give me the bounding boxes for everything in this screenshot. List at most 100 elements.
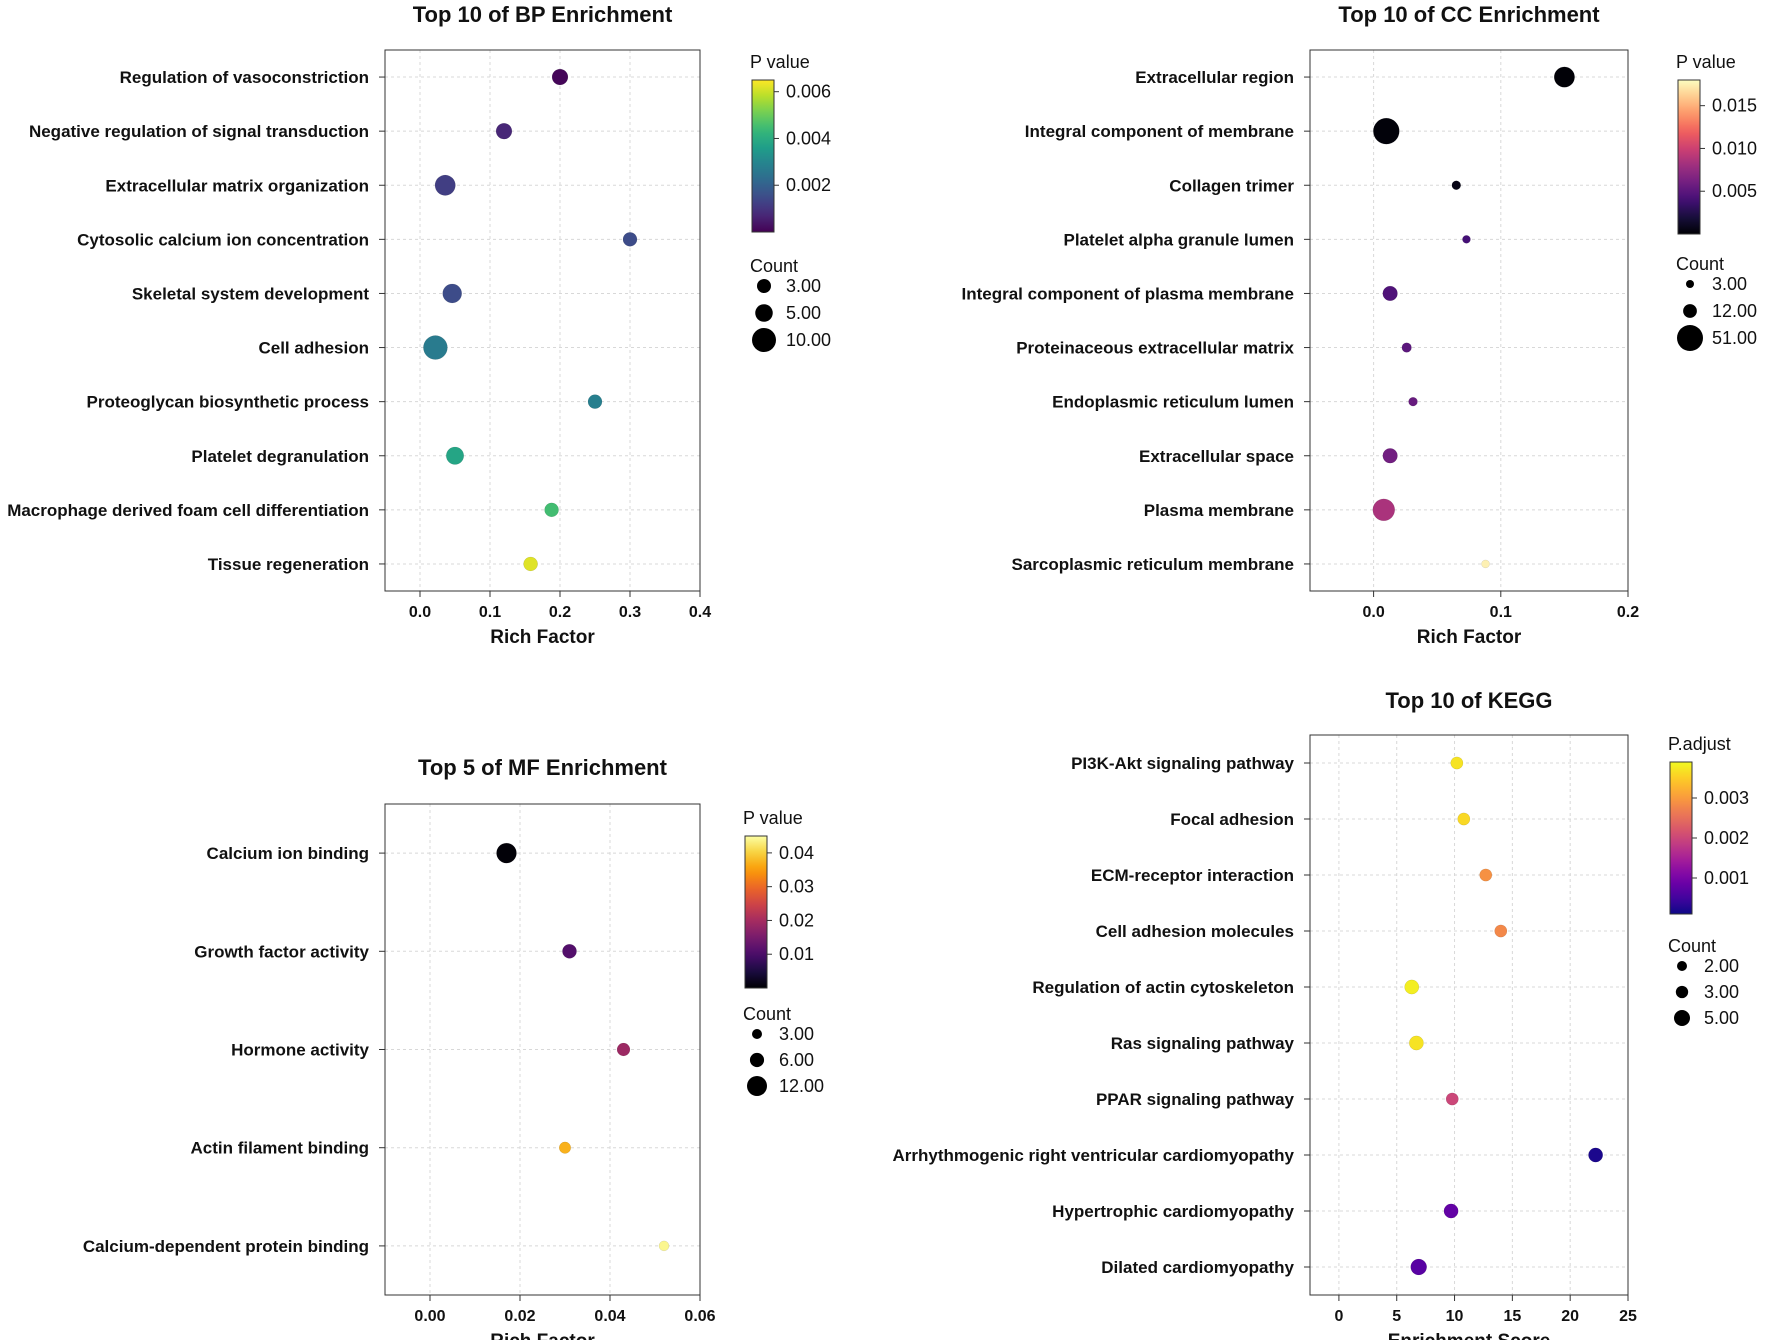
- cc-category-label: Sarcoplasmic reticulum membrane: [1011, 555, 1294, 574]
- mf-xtick-label: 0.02: [504, 1308, 535, 1325]
- kegg-size-legend-label: 2.00: [1704, 956, 1739, 976]
- kegg-category-label: PPAR signaling pathway: [1096, 1090, 1295, 1109]
- mf-category-label: Calcium ion binding: [207, 844, 369, 863]
- mf-colorbar-tick-label: 0.01: [779, 944, 814, 964]
- bp-size-legend-label: 10.00: [786, 330, 831, 350]
- mf-size-legend-dot-1: [749, 1052, 765, 1068]
- kegg-point-regulation-of-actin-cytoskeleton: [1404, 979, 1420, 995]
- bp-colorbar-tick-label: 0.006: [786, 82, 831, 102]
- kegg-category-label: Arrhythmogenic right ventricular cardiom…: [893, 1146, 1295, 1165]
- bp-plot-frame: [384, 49, 701, 592]
- kegg-category-label: Cell adhesion molecules: [1096, 922, 1294, 941]
- bp-category-label: Regulation of vasoconstriction: [120, 68, 369, 87]
- bp-size-legend-dot-0: [757, 279, 771, 293]
- kegg-plot-frame: [1309, 734, 1629, 1296]
- bp-category-label: Tissue regeneration: [208, 555, 369, 574]
- bp-point-skeletal-system-development: [442, 283, 462, 304]
- bp-category-label: Proteoglycan biosynthetic process: [87, 393, 369, 412]
- mf-x-axis-label: Rich Factor: [490, 1331, 595, 1340]
- cc-colorbar-tick-label: 0.015: [1712, 96, 1757, 116]
- bp-size-legend-dot-1: [755, 304, 773, 322]
- kegg-size-legend-dot-1: [1675, 985, 1689, 999]
- kegg-xtick-label: 0: [1334, 1308, 1343, 1325]
- kegg-point-focal-adhesion: [1457, 812, 1471, 826]
- kegg-colorbar-tick-label: 0.001: [1704, 868, 1749, 888]
- bp-xtick-label: 0.2: [549, 604, 571, 621]
- cc-point-extracellular-space: [1382, 448, 1398, 464]
- bp-color-legend-title: P value: [750, 52, 810, 72]
- cc-chart-title: Top 10 of CC Enrichment: [1338, 2, 1600, 27]
- bp-colorbar-tick-label: 0.002: [786, 175, 831, 195]
- mf-category-label: Growth factor activity: [194, 942, 369, 961]
- cc-size-legend-dot-2: [1677, 325, 1703, 351]
- kegg-size-legend-title: Count: [1668, 936, 1716, 956]
- mf-xtick-label: 0.06: [684, 1308, 715, 1325]
- kegg-size-legend-label: 5.00: [1704, 1008, 1739, 1028]
- kegg-color-legend-title: P.adjust: [1668, 734, 1731, 754]
- bp-category-label: Macrophage derived foam cell differentia…: [7, 501, 369, 520]
- bp-point-tissue-regeneration: [523, 556, 538, 572]
- cc-xtick-label: 0.2: [1617, 604, 1639, 621]
- bp-point-regulation-of-vasoconstriction: [551, 68, 569, 86]
- kegg-size-legend-label: 3.00: [1704, 982, 1739, 1002]
- kegg-category-label: Ras signaling pathway: [1111, 1034, 1295, 1053]
- cc-point-integral-component-of-plasma-membrane: [1382, 285, 1398, 302]
- kegg-xtick-label: 25: [1619, 1308, 1637, 1325]
- bp-point-macrophage-derived-foam-cell-differentiation: [544, 502, 559, 518]
- mf-xtick-label: 0.04: [594, 1308, 625, 1325]
- kegg-category-label: PI3K-Akt signaling pathway: [1071, 754, 1294, 773]
- cc-size-legend-dot-0: [1686, 280, 1694, 288]
- cc-point-platelet-alpha-granule-lumen: [1462, 235, 1471, 244]
- bp-point-proteoglycan-biosynthetic-process: [587, 394, 603, 409]
- cc-colorbar-tick-label: 0.010: [1712, 138, 1757, 158]
- bp-size-legend-label: 5.00: [786, 303, 821, 323]
- bp-panel: Top 10 of BP Enrichment Regulation of vas…: [7, 2, 831, 648]
- bp-category-label: Skeletal system development: [132, 284, 370, 303]
- kegg-category-label: Hypertrophic cardiomyopathy: [1052, 1202, 1294, 1221]
- cc-category-label: Integral component of membrane: [1025, 122, 1294, 141]
- cc-category-label: Integral component of plasma membrane: [961, 284, 1294, 303]
- kegg-size-legend-dot-0: [1677, 961, 1687, 971]
- mf-point-calcium-ion-binding: [496, 842, 517, 864]
- bp-xtick-label: 0.4: [689, 604, 711, 621]
- bp-size-legend-dot-2: [752, 328, 776, 352]
- cc-colorbar: [1677, 79, 1701, 235]
- kegg-xtick-label: 20: [1561, 1308, 1579, 1325]
- kegg-colorbar-tick-label: 0.003: [1704, 788, 1749, 808]
- cc-category-label: Extracellular space: [1139, 447, 1294, 466]
- cc-colorbar-tick-label: 0.005: [1712, 181, 1757, 201]
- kegg-x-axis-label: Enrichment Score: [1388, 1331, 1551, 1340]
- mf-size-legend-title: Count: [743, 1004, 791, 1024]
- mf-point-calcium-dependent-protein-binding: [658, 1240, 670, 1252]
- bp-point-platelet-degranulation: [445, 446, 465, 465]
- cc-category-label: Platelet alpha granule lumen: [1063, 230, 1294, 249]
- cc-point-integral-component-of-membrane: [1373, 117, 1400, 145]
- mf-point-actin-filament-binding: [558, 1141, 572, 1154]
- bp-size-legend-label: 3.00: [786, 276, 821, 296]
- bp-category-label: Cytosolic calcium ion concentration: [77, 230, 369, 249]
- kegg-point-arrhythmogenic-right-ventricular-cardiomyopathy: [1588, 1147, 1604, 1163]
- bp-x-axis-label: Rich Factor: [490, 627, 595, 648]
- bp-category-label: Platelet degranulation: [191, 447, 369, 466]
- bp-point-cytosolic-calcium-ion-concentration: [622, 232, 638, 247]
- mf-point-growth-factor-activity: [562, 943, 577, 959]
- mf-category-label: Calcium-dependent protein binding: [83, 1237, 369, 1256]
- cc-xtick-label: 0.1: [1490, 604, 1512, 621]
- cc-plot-frame: [1309, 49, 1629, 592]
- cc-point-extracellular-region: [1553, 66, 1575, 88]
- cc-category-label: Collagen trimer: [1169, 176, 1294, 195]
- kegg-colorbar-tick-label: 0.002: [1704, 828, 1749, 848]
- kegg-category-label: ECM-receptor interaction: [1091, 866, 1294, 885]
- mf-colorbar-tick-label: 0.02: [779, 910, 814, 930]
- kegg-xtick-label: 15: [1503, 1308, 1521, 1325]
- mf-size-legend-label: 12.00: [779, 1076, 824, 1096]
- bp-colorbar-tick-label: 0.004: [786, 128, 831, 148]
- mf-colorbar-tick-label: 0.03: [779, 877, 814, 897]
- bp-point-cell-adhesion: [423, 335, 448, 360]
- kegg-panel: Top 10 of KEGG PI3K-Akt signaling pathway…: [893, 688, 1750, 1340]
- mf-size-legend-label: 3.00: [779, 1024, 814, 1044]
- kegg-point-ras-signaling-pathway: [1408, 1035, 1424, 1051]
- cc-size-legend-dot-1: [1683, 304, 1697, 318]
- kegg-category-label: Regulation of actin cytoskeleton: [1032, 978, 1294, 997]
